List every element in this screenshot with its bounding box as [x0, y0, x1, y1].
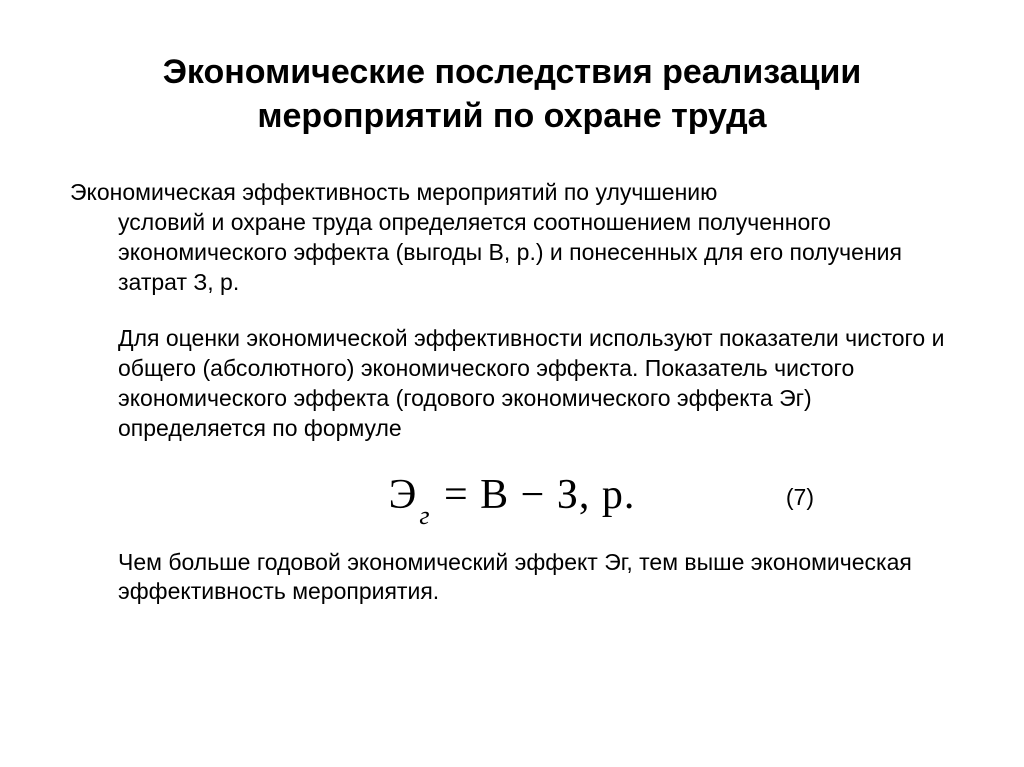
paragraph-2: Для оценки экономической эффективности и…	[118, 324, 954, 444]
slide-body: Экономическая эффективность мероприятий …	[70, 178, 954, 607]
equation-number: (7)	[786, 483, 814, 513]
formula-lhs-sub: г	[417, 501, 432, 530]
formula-rhs: = В − З, р.	[432, 472, 635, 518]
formula: Эг = В − З, р.	[389, 468, 636, 526]
slide-container: Экономические последствия реализации мер…	[0, 0, 1024, 767]
formula-row: Эг = В − З, р. (7)	[70, 466, 954, 530]
slide-title: Экономические последствия реализации мер…	[70, 50, 954, 138]
formula-lhs-base: Э	[389, 472, 418, 518]
paragraph-1-lead: Экономическая эффективность мероприятий …	[118, 178, 954, 208]
paragraph-3: Чем больше годовой экономический эффект …	[118, 548, 954, 608]
paragraph-1-rest: условий и охране труда определяется соот…	[118, 209, 902, 295]
paragraph-1: Экономическая эффективность мероприятий …	[118, 178, 954, 298]
